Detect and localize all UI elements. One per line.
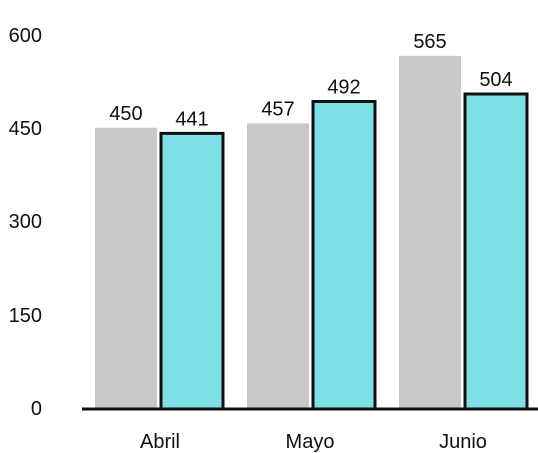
bar <box>159 131 225 411</box>
y-tick-label: 300 <box>9 211 42 233</box>
data-label: 450 <box>109 103 142 125</box>
bar <box>95 127 157 409</box>
x-axis-labels: Abril Mayo Junio <box>140 431 487 453</box>
data-label: 504 <box>479 69 512 91</box>
data-label: 492 <box>327 77 360 99</box>
data-label: 441 <box>175 108 208 130</box>
y-axis-ticks: 600 450 300 150 0 <box>9 25 42 420</box>
y-tick-label: 150 <box>9 305 42 327</box>
bar <box>311 100 377 411</box>
data-label: 565 <box>413 31 446 53</box>
bar <box>463 92 529 411</box>
y-tick-label: 450 <box>9 118 42 140</box>
bar <box>399 55 461 409</box>
y-tick-label: 0 <box>31 398 42 420</box>
y-tick-label: 600 <box>9 25 42 47</box>
x-tick-label: Mayo <box>286 431 335 453</box>
bar <box>247 123 309 409</box>
data-label: 457 <box>261 98 294 120</box>
x-tick-label: Abril <box>140 431 180 453</box>
x-tick-label: Junio <box>439 431 487 453</box>
bars-group: 450 457 565 441 492 504 <box>95 31 529 411</box>
